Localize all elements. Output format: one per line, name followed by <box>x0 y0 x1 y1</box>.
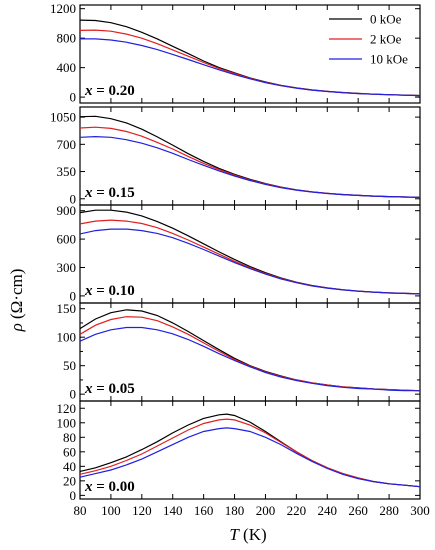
series-line-10-koe <box>79 135 421 198</box>
panel-label-var: x <box>84 185 93 201</box>
y-tick-label: 350 <box>57 164 77 179</box>
x-tick-label: 140 <box>163 503 183 518</box>
y-tick-label: 400 <box>57 60 77 75</box>
panel-frame <box>79 400 421 500</box>
panel-frame <box>79 4 421 104</box>
y-tick-label: 120 <box>57 401 77 416</box>
legend: 0 kOe 2 kOe 10 kOe <box>329 12 408 67</box>
y-tick-label: 800 <box>57 31 77 46</box>
series-line-10-koe <box>79 427 421 488</box>
y-axis-symbol: ρ <box>7 323 26 332</box>
panel-label-value: = 0.10 <box>93 283 135 299</box>
panel-label-var: x <box>84 381 93 397</box>
y-tick-label: 900 <box>57 203 77 218</box>
x-axis-unit: (K) <box>239 525 267 544</box>
panel-1: 0 350 700 1050 x = 0.15 <box>50 106 421 206</box>
series-line-0-koe <box>79 209 421 295</box>
panel-2: 0 300 600 900 x = 0.10 <box>57 203 421 304</box>
y-axis-unit: (Ω·cm) <box>7 269 26 324</box>
panel-label-var: x <box>84 479 93 495</box>
legend-label-10koe: 10 kOe <box>370 52 408 67</box>
x-tick-label: 160 <box>194 503 214 518</box>
x-axis-label: T (K) <box>229 525 266 544</box>
panel-label: x = 0.05 <box>84 381 135 397</box>
y-axis-label: ρ (Ω·cm) <box>7 269 26 333</box>
series-line-10-koe <box>79 326 420 392</box>
legend-label-0koe: 0 kOe <box>370 12 402 27</box>
panel-label: x = 0.20 <box>84 83 135 99</box>
x-tick-label: 280 <box>379 503 399 518</box>
x-tick-label: 200 <box>256 503 276 518</box>
y-tick-label: 600 <box>57 232 77 247</box>
panel-label: x = 0.00 <box>84 479 135 495</box>
panel-label-value: = 0.15 <box>93 185 135 201</box>
y-tick-label: 0 <box>70 288 77 303</box>
panel-label: x = 0.10 <box>84 283 135 299</box>
series-line-0-koe <box>79 309 421 392</box>
series-line-10-koe <box>80 38 421 97</box>
panel-label: x = 0.15 <box>84 185 135 201</box>
x-tick-label: 100 <box>101 503 121 518</box>
x-axis-symbol: T <box>229 525 240 544</box>
x-tick-label: 220 <box>287 503 307 518</box>
series-line-10-koe <box>79 228 421 295</box>
x-tick-label: 80 <box>74 503 87 518</box>
y-tick-label: 40 <box>63 459 76 474</box>
y-tick-label: 0 <box>70 488 77 503</box>
y-tick-label: 60 <box>63 444 76 459</box>
y-tick-label: 0 <box>70 191 77 206</box>
x-tick-label: 120 <box>132 503 152 518</box>
x-tick-label: 300 <box>410 503 430 518</box>
y-tick-label: 1200 <box>50 1 76 16</box>
panel-label-var: x <box>84 283 93 299</box>
panel-label-value: = 0.05 <box>93 381 135 397</box>
y-tick-label: 150 <box>57 301 77 316</box>
panel-label-value: = 0.00 <box>93 479 135 495</box>
panel-label-var: x <box>84 83 93 99</box>
y-tick-label: 100 <box>57 415 77 430</box>
x-tick-label: 240 <box>318 503 338 518</box>
series-line-2-koe <box>79 418 421 488</box>
y-tick-label: 20 <box>63 473 76 488</box>
y-tick-label: 1050 <box>50 110 76 125</box>
panel-0: 0 400 800 1200 x = 0.20 <box>50 1 421 105</box>
x-tick-labels: 80 100 120 140 160 180 200 220 240 260 280 300 <box>74 503 430 518</box>
x-tick-label: 180 <box>225 503 245 518</box>
panel-3: 0 50 100 150 x = 0.05 <box>57 301 421 402</box>
x-tick-label: 260 <box>348 503 368 518</box>
y-tick-label: 50 <box>63 358 76 373</box>
y-tick-label: 80 <box>63 430 76 445</box>
y-tick-label: 0 <box>70 90 77 105</box>
y-tick-label: 700 <box>57 137 77 152</box>
legend-label-2koe: 2 kOe <box>370 32 402 47</box>
y-tick-label: 300 <box>57 260 77 275</box>
y-tick-label: 0 <box>70 387 77 402</box>
y-tick-label: 100 <box>57 330 77 345</box>
panel-label-value: = 0.20 <box>93 83 135 99</box>
